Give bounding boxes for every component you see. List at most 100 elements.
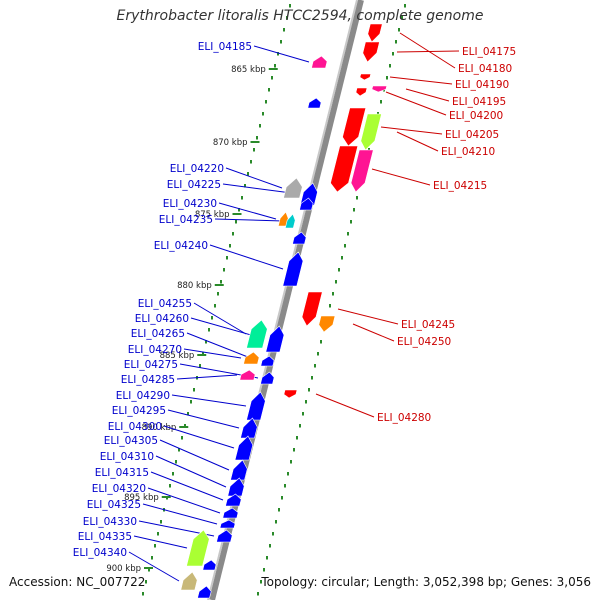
gene-label-eli_04260: ELI_04260 (135, 313, 189, 325)
track-dot-left (151, 556, 153, 560)
track-dot-left (145, 580, 147, 584)
gene-arrow-eli_04220 (283, 177, 303, 199)
track-dot-right (272, 532, 274, 536)
track-dot-right (389, 64, 391, 68)
connector-eli_04335 (133, 535, 188, 549)
track-dot-left (226, 256, 228, 260)
track-dot-right (341, 256, 343, 260)
gene-label-eli_04270: ELI_04270 (128, 344, 182, 356)
gene-arrow-eli_04325 (219, 519, 236, 529)
connector-eli_04245 (337, 308, 399, 325)
gene-label-eli_04330: ELI_04330 (83, 516, 137, 528)
track-dot-left (202, 352, 204, 356)
track-dot-left (154, 544, 156, 548)
gene-arrow-unlabeled (292, 231, 307, 245)
gene-arrow-eli_04305 (230, 459, 248, 481)
track-dot-right (401, 16, 403, 20)
connector-eli_04190 (389, 76, 453, 85)
tick-label: 890 kbp (142, 423, 177, 433)
gene-arrow-eli_04215-b (350, 149, 374, 193)
track-dot-left (220, 280, 222, 284)
gene-features (180, 23, 388, 599)
gene-arrow-eli_04245 (301, 291, 323, 327)
connector-eli_04220 (225, 167, 283, 189)
gene-arrow-eli_04230 (277, 211, 289, 227)
gene-label-eli_04250: ELI_04250 (397, 336, 451, 348)
gene-label-eli_04230: ELI_04230 (163, 198, 217, 210)
tick-label: 870 kbp (213, 138, 248, 148)
track-dot-left (190, 400, 192, 404)
track-dot-left (235, 220, 237, 224)
gene-label-eli_04315: ELI_04315 (95, 467, 149, 479)
gene-label-eli_04310: ELI_04310 (100, 451, 154, 463)
track-dot-left (253, 148, 255, 152)
track-dot-left (178, 448, 180, 452)
track-dot-right (317, 352, 319, 356)
track-dot-left (142, 592, 144, 596)
track-dot-left (259, 124, 261, 128)
track-dot-right (269, 544, 271, 548)
track-dot-left (286, 16, 288, 20)
track-dot-left (211, 316, 213, 320)
track-dot-left (208, 328, 210, 332)
track-dot-right (314, 364, 316, 368)
track-dot-left (205, 340, 207, 344)
gene-label-eli_04265: ELI_04265 (131, 328, 185, 340)
connector-eli_04325 (142, 503, 218, 525)
track-dot-left (268, 88, 270, 92)
tick-marks: 865 kbp 870 kbp 875 kbp 880 kbp 885 kbp 890 k… (106, 65, 278, 574)
track-dot-right (353, 208, 355, 212)
track-dot-left (148, 568, 150, 572)
track-dot-right (311, 376, 313, 380)
gene-arrow-eli_04270 (243, 351, 260, 365)
connector-eli_04250 (352, 323, 395, 342)
gene-label-eli_04275: ELI_04275 (124, 359, 178, 371)
track-dot-right (386, 76, 388, 80)
gene-arrow-eli_04315 (225, 493, 242, 507)
track-dot-right (329, 304, 331, 308)
track-dot-left (274, 64, 276, 68)
track-dot-right (338, 268, 340, 272)
gene-arrow-eli_04185 (311, 55, 328, 69)
gene-arrow-eli_04265 (260, 355, 275, 367)
gene-arrow-eli_04190 (359, 73, 372, 81)
gene-arrow-unlabeled (202, 559, 217, 571)
track-dot-left (172, 472, 174, 476)
map-title: Erythrobacter litoralis HTCC2594, comple… (116, 8, 484, 24)
connector-eli_04290 (171, 394, 247, 407)
track-dot-right (287, 472, 289, 476)
track-dot-left (181, 436, 183, 440)
gene-label-eli_04255: ELI_04255 (138, 298, 192, 310)
connector-eli_04280 (315, 393, 375, 418)
connector-eli_04200 (385, 91, 447, 116)
gene-arrow-eli_04300 (234, 435, 254, 461)
gene-arrow-unlabeled (307, 97, 322, 109)
connector-eli_04320 (147, 487, 221, 514)
gene-arrow-eli_04290 (246, 391, 266, 421)
track-dot-left (184, 424, 186, 428)
gene-label-eli_04340: ELI_04340 (73, 547, 127, 559)
track-dot-right (320, 340, 322, 344)
gene-label-eli_04175: ELI_04175 (462, 46, 516, 58)
track-dot-right (335, 280, 337, 284)
connector-eli_04205 (380, 126, 443, 135)
gene-label-eli_04285: ELI_04285 (121, 374, 175, 386)
gene-arrow-eli_04215 (330, 145, 359, 193)
track-dot-left (262, 112, 264, 116)
connector-eli_04195 (405, 88, 450, 102)
gene-arrow-eli_04195 (371, 85, 388, 93)
connector-eli_04285 (176, 374, 238, 380)
connector-eli_04315 (150, 471, 224, 501)
connector-eli_04265 (186, 332, 259, 362)
track-dot-right (344, 244, 346, 248)
gene-label-eli_04325: ELI_04325 (87, 499, 141, 511)
connector-eli_04185 (253, 45, 310, 63)
track-dot-right (284, 484, 286, 488)
connector-eli_04215 (371, 168, 431, 186)
gene-arrow-eli_04340 (180, 571, 198, 591)
gene-label-eli_04185: ELI_04185 (198, 41, 252, 53)
tick-label: 880 kbp (177, 281, 212, 291)
gene-label-eli_04205: ELI_04205 (445, 129, 499, 141)
track-dot-left (277, 52, 279, 56)
track-dot-left (250, 160, 252, 164)
